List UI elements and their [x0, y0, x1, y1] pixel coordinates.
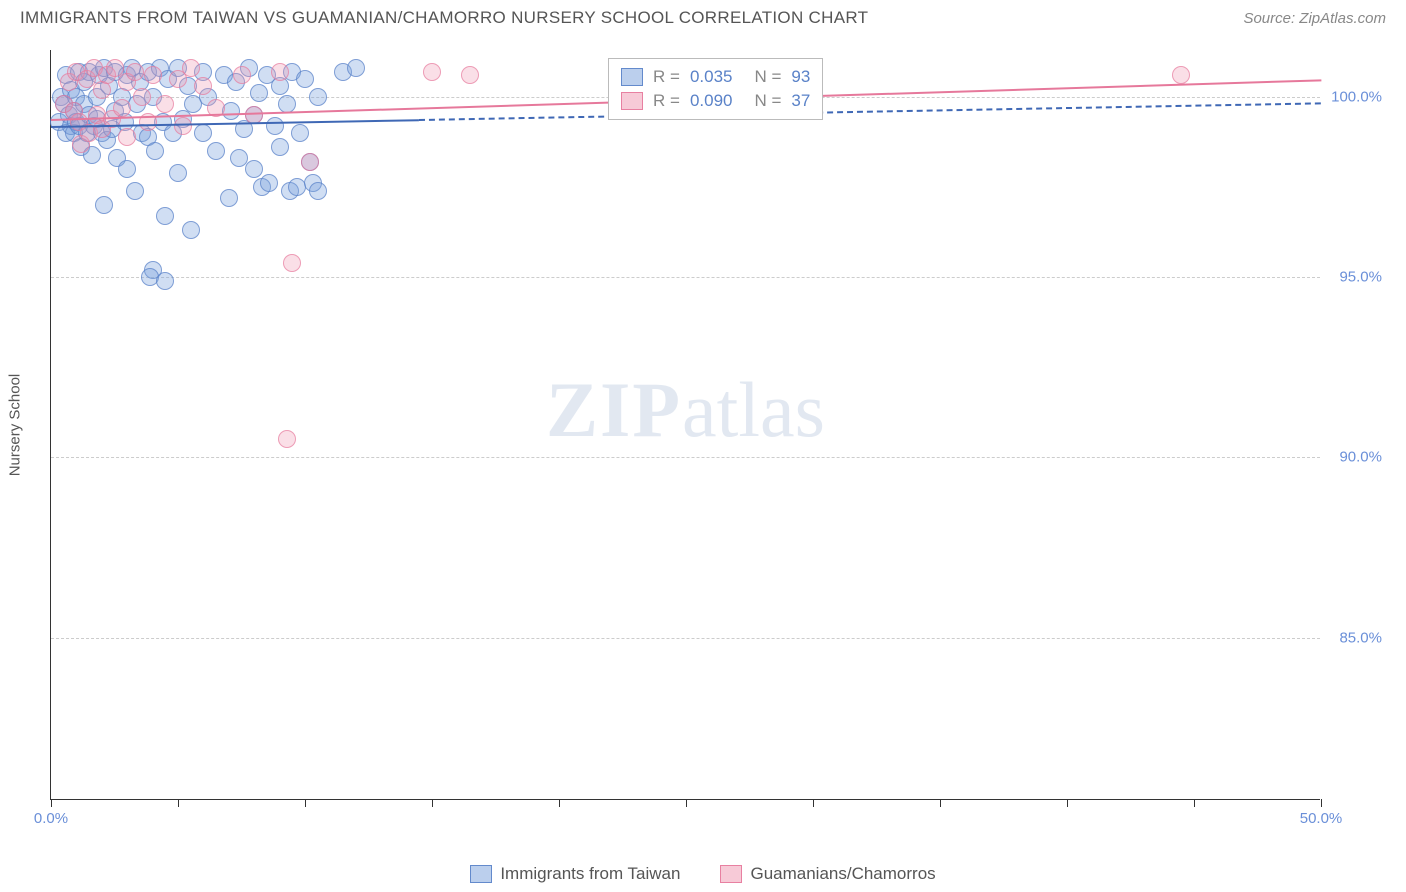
watermark: ZIPatlas	[546, 365, 825, 455]
stat-r-label: R =	[653, 67, 680, 87]
scatter-point	[245, 160, 263, 178]
xtick-label: 0.0%	[34, 810, 68, 827]
stat-n-value: 37	[791, 91, 810, 111]
scatter-point	[233, 66, 251, 84]
scatter-point	[222, 102, 240, 120]
gridline-h	[51, 457, 1320, 458]
legend-item-chamorro: Guamanians/Chamorros	[720, 864, 935, 884]
legend-label-chamorro: Guamanians/Chamorros	[750, 864, 935, 884]
scatter-point	[283, 254, 301, 272]
xtick	[305, 799, 306, 807]
scatter-point	[301, 153, 319, 171]
scatter-point	[278, 430, 296, 448]
stat-r-label: R =	[653, 91, 680, 111]
ytick-label: 90.0%	[1327, 449, 1382, 466]
xtick	[51, 799, 52, 807]
xtick	[178, 799, 179, 807]
gridline-h	[51, 638, 1320, 639]
ytick-label: 100.0%	[1327, 88, 1382, 105]
scatter-point	[113, 99, 131, 117]
scatter-point	[169, 164, 187, 182]
scatter-point	[118, 160, 136, 178]
scatter-point	[309, 182, 327, 200]
stat-n-value: 93	[791, 67, 810, 87]
xtick	[1321, 799, 1322, 807]
scatter-point	[347, 59, 365, 77]
xtick-label: 50.0%	[1300, 810, 1343, 827]
gridline-h	[51, 277, 1320, 278]
scatter-point	[220, 189, 238, 207]
stat-r-value: 0.035	[690, 67, 733, 87]
scatter-point	[156, 207, 174, 225]
scatter-point	[423, 63, 441, 81]
scatter-point	[95, 196, 113, 214]
scatter-point	[174, 117, 192, 135]
watermark-atlas: atlas	[682, 366, 825, 453]
plot-area: ZIPatlas 85.0%90.0%95.0%100.0%0.0%50.0%R…	[50, 50, 1320, 800]
stat-r-value: 0.090	[690, 91, 733, 111]
bottom-legend: Immigrants from Taiwan Guamanians/Chamor…	[0, 864, 1406, 884]
stat-n-label: N =	[754, 67, 781, 87]
scatter-point	[296, 70, 314, 88]
scatter-point	[461, 66, 479, 84]
y-axis-label: Nursery School	[7, 374, 24, 477]
plot-container: Nursery School ZIPatlas 85.0%90.0%95.0%1…	[50, 50, 1320, 800]
scatter-point	[250, 84, 268, 102]
scatter-point	[271, 138, 289, 156]
xtick	[1067, 799, 1068, 807]
stat-swatch	[621, 68, 643, 86]
xtick	[559, 799, 560, 807]
legend-swatch-blue	[470, 865, 492, 883]
scatter-point	[278, 95, 296, 113]
xtick	[432, 799, 433, 807]
scatter-point	[266, 117, 284, 135]
scatter-point	[207, 142, 225, 160]
scatter-point	[156, 95, 174, 113]
stat-swatch	[621, 92, 643, 110]
xtick	[686, 799, 687, 807]
stat-n-label: N =	[754, 91, 781, 111]
xtick	[813, 799, 814, 807]
scatter-point	[194, 124, 212, 142]
scatter-point	[144, 66, 162, 84]
scatter-point	[260, 174, 278, 192]
legend-label-taiwan: Immigrants from Taiwan	[500, 864, 680, 884]
legend-item-taiwan: Immigrants from Taiwan	[470, 864, 680, 884]
scatter-point	[133, 88, 151, 106]
scatter-point	[182, 59, 200, 77]
scatter-point	[182, 221, 200, 239]
scatter-point	[1172, 66, 1190, 84]
scatter-point	[194, 77, 212, 95]
scatter-point	[156, 272, 174, 290]
chart-source: Source: ZipAtlas.com	[1243, 10, 1386, 27]
stat-row: R = 0.090 N = 37	[621, 89, 810, 113]
watermark-zip: ZIP	[546, 366, 682, 453]
correlation-stat-box: R = 0.035 N = 93 R = 0.090 N = 37	[608, 58, 823, 120]
scatter-point	[118, 128, 136, 146]
ytick-label: 95.0%	[1327, 269, 1382, 286]
xtick	[940, 799, 941, 807]
ytick-label: 85.0%	[1327, 629, 1382, 646]
xtick	[1194, 799, 1195, 807]
title-bar: IMMIGRANTS FROM TAIWAN VS GUAMANIAN/CHAM…	[0, 0, 1406, 34]
legend-swatch-pink	[720, 865, 742, 883]
scatter-point	[126, 63, 144, 81]
scatter-point	[271, 63, 289, 81]
scatter-point	[309, 88, 327, 106]
scatter-point	[291, 124, 309, 142]
stat-row: R = 0.035 N = 93	[621, 65, 810, 89]
scatter-point	[146, 142, 164, 160]
chart-title: IMMIGRANTS FROM TAIWAN VS GUAMANIAN/CHAM…	[20, 8, 868, 28]
scatter-point	[126, 182, 144, 200]
